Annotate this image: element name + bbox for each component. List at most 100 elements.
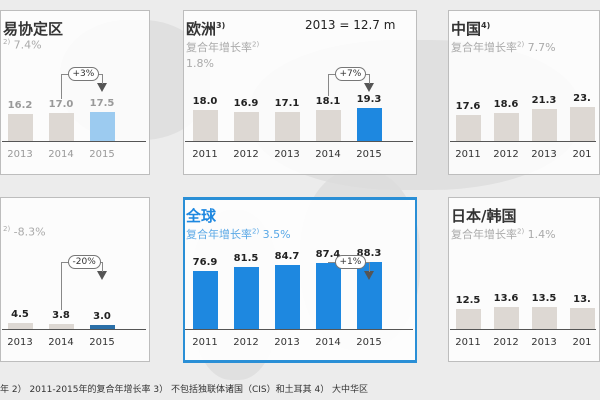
x-tick-label: 2014 [315, 149, 341, 160]
cagr-label: 复合年增长率 [186, 41, 252, 54]
panel-title-text: 日本/韩国 [451, 207, 517, 225]
cagr-line: 复合年增长率2) 7.7% [451, 39, 556, 55]
x-tick-label: 2015 [356, 337, 382, 348]
panel-title: 全球 [186, 205, 216, 226]
bar [570, 308, 595, 329]
footnote-ref: 2) [252, 227, 260, 236]
data-label: 13.6 [493, 293, 519, 305]
data-label: 21.3 [531, 95, 557, 107]
cagr-value: 3.5% [259, 228, 291, 241]
data-label: 16.9 [233, 98, 259, 110]
cagr-value: -8.3% [10, 225, 46, 239]
x-tick-label: 2013 [7, 337, 33, 348]
panel-subtitle: 2013 = 12.7 m [305, 18, 396, 32]
chart-panel: 中国4) 复合年增长率2) 7.7% 17.6 2011 18.6 2012 21.3 201… [448, 10, 600, 175]
bar [90, 112, 115, 141]
chart-panel: 2) -8.3% 4.5 2013 3.8 2014 3.0 2015 -20% [0, 197, 150, 362]
bar [234, 112, 259, 141]
footnote: 年 2） 2011-2015年的复合年增长率 3） 不包括独联体诸国（CIS）和… [0, 385, 369, 395]
bar [49, 112, 74, 141]
cagr-label: 复合年增长率 [451, 228, 517, 241]
bar [316, 110, 341, 141]
cagr-label: 复合年增长率 [186, 228, 252, 241]
x-tick-label: 2011 [192, 337, 218, 348]
data-label: 87.4 [315, 248, 341, 260]
bar [494, 307, 519, 329]
cagr-line: 复合年增长率2) [186, 39, 259, 55]
x-tick-label: 2015 [89, 149, 115, 160]
x-tick-label: 2012 [233, 337, 259, 348]
x-tick-label: 2012 [493, 149, 519, 160]
footnote-ref: 3) [216, 21, 226, 30]
data-label: 23. [573, 92, 591, 104]
panel-title: 欧洲3) [186, 18, 225, 39]
cagr-label: 复合年增长率 [451, 41, 517, 54]
bar [275, 111, 300, 141]
change-bracket [61, 262, 103, 311]
panel-title: 中国4) [451, 18, 490, 39]
arrow-down-icon [364, 271, 374, 280]
data-label: 13. [573, 294, 591, 306]
x-tick-label: 2013 [7, 149, 33, 160]
bar [275, 264, 300, 329]
x-tick-label: 201 [572, 337, 592, 348]
x-axis [2, 329, 146, 330]
bar [456, 114, 481, 141]
x-tick-label: 2012 [493, 337, 519, 348]
data-label: 81.5 [233, 253, 259, 265]
bar [8, 114, 33, 141]
panel-title-text: 欧洲 [186, 20, 217, 38]
cagr-value: 7.7% [524, 41, 556, 54]
bar [532, 109, 557, 141]
data-label: 17.5 [89, 98, 115, 110]
footnote-ref: 2) [3, 225, 11, 233]
bar [49, 324, 74, 329]
cagr-line: 复合年增长率2) 1.4% [451, 226, 556, 242]
change-badge: +7% [334, 67, 367, 81]
change-bracket [369, 74, 370, 84]
chart-panel: 欧洲3) 2013 = 12.7 m 复合年增长率2) 1.8% 18.0 2011 16.… [183, 10, 417, 175]
bar [316, 262, 341, 329]
x-tick-label: 2014 [48, 149, 74, 160]
panel-title: 日本/韩国 [451, 205, 516, 226]
bar [570, 106, 595, 141]
data-label: 18.1 [315, 96, 341, 108]
change-bracket [102, 262, 103, 272]
change-bracket [102, 74, 103, 84]
x-tick-label: 2013 [531, 337, 557, 348]
cagr-value: 7.4% [10, 38, 42, 52]
data-label: 3.0 [93, 311, 111, 323]
panel-title-text: 易协定区 [3, 20, 64, 38]
data-label: 84.7 [274, 250, 300, 262]
arrow-down-icon [97, 83, 107, 92]
bar [234, 267, 259, 329]
chart-panel: 易协定区 2) 7.4% 16.2 2013 17.0 2014 17.5 2015 +3% [0, 10, 150, 175]
x-tick-label: 2014 [48, 337, 74, 348]
x-tick-label: 2014 [315, 337, 341, 348]
footnote-ref: 2) [3, 38, 11, 46]
data-label: 3.8 [52, 310, 70, 322]
x-tick-label: 2011 [192, 149, 218, 160]
x-tick-label: 201 [572, 149, 592, 160]
x-tick-label: 2011 [455, 337, 481, 348]
x-axis [185, 329, 413, 330]
x-tick-label: 2013 [274, 149, 300, 160]
change-badge: +1% [334, 255, 367, 269]
x-axis [450, 141, 596, 142]
footnote-ref: 4) [481, 21, 491, 30]
change-badge: +3% [67, 67, 100, 81]
panel-title-text: 中国 [451, 20, 482, 38]
x-axis [2, 141, 146, 142]
bar [8, 323, 33, 329]
x-tick-label: 2013 [274, 337, 300, 348]
x-tick-label: 2011 [455, 149, 481, 160]
panel-title: 易协定区 [3, 18, 63, 39]
chart-panel: 全球 复合年增长率2) 3.5% 76.9 2011 81.5 2012 84.7 2013 8… [183, 197, 417, 363]
x-tick-label: 2015 [89, 337, 115, 348]
data-label: 16.2 [7, 100, 33, 112]
bar [494, 113, 519, 141]
bar [456, 309, 481, 329]
cagr-line: 复合年增长率2) 3.5% [186, 226, 291, 242]
data-label: 18.6 [493, 99, 519, 111]
change-bracket [369, 262, 370, 272]
